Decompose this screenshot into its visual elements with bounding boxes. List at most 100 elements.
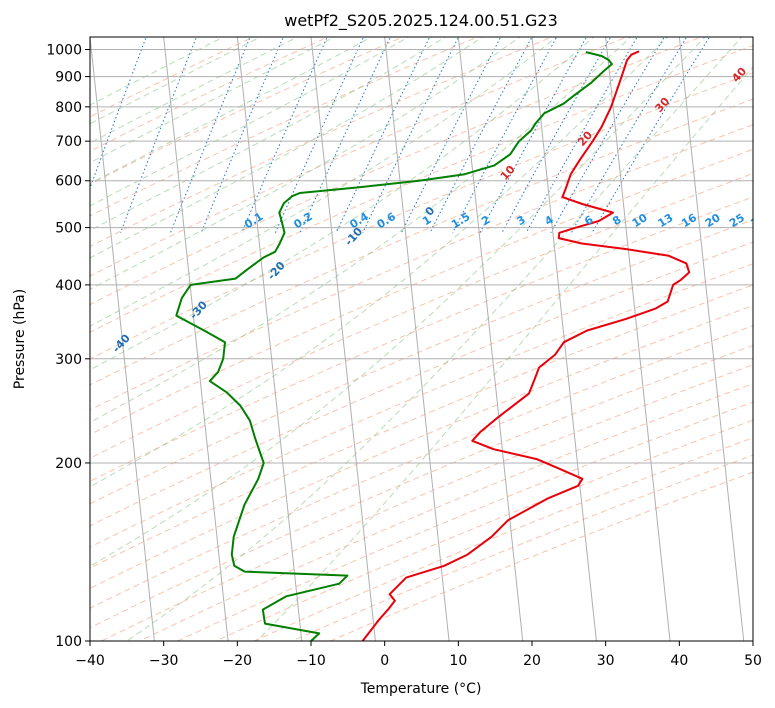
temperature-profile-line: [361, 50, 691, 641]
moist-adiabat-line: [90, 37, 336, 164]
plot-area: -100-90-80-70-60-50-40-30-20-10010203040…: [32, 37, 768, 641]
x-tick-label: −10: [296, 653, 326, 669]
moist-adiabat-line: [90, 37, 484, 259]
mixing-ratio-label: 30: [748, 211, 768, 230]
y-tick-label: 800: [55, 100, 82, 116]
moist-adiabat-line: [256, 66, 753, 641]
x-tick-label: 50: [744, 653, 762, 669]
x-axis-ticks: −40 −30 −20 −10 0 10 20 30 40 50: [75, 641, 762, 669]
isotherm-label: -20: [265, 259, 288, 283]
mixing-ratio-line: [169, 37, 251, 233]
dry-adiabat-line: [90, 37, 703, 306]
dewpoint-profile-line: [175, 51, 613, 641]
x-tick-label: −20: [223, 653, 253, 669]
x-axis-title: Temperature (°C): [360, 681, 482, 697]
mixing-ratio-line: [501, 37, 612, 234]
y-tick-label: 500: [55, 221, 82, 237]
x-tick-label: 20: [523, 653, 541, 669]
moist-adiabat-line: [90, 37, 558, 327]
mixing-ratio-label: 2: [479, 213, 492, 228]
mixing-ratio-line: [591, 37, 711, 234]
dry-adiabat-line: [176, 401, 753, 641]
isotherm-label: 20: [575, 128, 595, 148]
mixing-ratio-line: [90, 37, 147, 190]
mixing-ratio-line: [429, 37, 533, 234]
y-tick-label: 900: [55, 70, 82, 86]
mixing-ratio-label: 8: [610, 213, 623, 228]
y-tick-label: 700: [55, 134, 82, 150]
dry-adiabat-line: [100, 364, 753, 641]
isotherm-line: [531, 37, 597, 641]
dry-adiabat-line: [138, 383, 753, 641]
isotherm-line: [310, 37, 376, 641]
isotherm-label: -50: [32, 372, 55, 396]
dry-adiabat-line: [90, 284, 753, 569]
isotherm-line: [163, 37, 229, 641]
dry-adiabat-line: [90, 344, 753, 629]
mixing-ratio-line: [241, 37, 328, 233]
isotherm-grid: [90, 37, 753, 641]
isotherm-line: [236, 37, 303, 641]
moist-adiabat-line: [90, 37, 706, 567]
mixing-ratio-line: [299, 37, 392, 234]
isotherm-line: [605, 37, 671, 641]
mixing-ratio-line: [452, 37, 558, 234]
mixing-ratio-line: [479, 37, 588, 234]
mixing-ratio-label: 0.2: [291, 210, 314, 231]
dry-adiabat-line: [214, 419, 753, 641]
isotherm-label: 40: [729, 65, 749, 85]
dry-adiabat-line: [90, 124, 753, 411]
x-tick-label: 0: [380, 653, 389, 669]
x-tick-label: 30: [597, 653, 615, 669]
plot-frame: [89, 36, 754, 642]
mixing-ratio-line: [335, 37, 431, 234]
dry-adiabat-line: [329, 471, 753, 641]
dry-adiabat-line: [90, 325, 753, 609]
sounding-series: [175, 50, 691, 641]
y-axis-title: Pressure (hPa): [12, 289, 28, 389]
y-tick-label: 400: [55, 278, 82, 294]
mixing-ratio-label: 3: [514, 213, 527, 228]
y-tick-label: 200: [55, 456, 82, 472]
dry-adiabat-line: [291, 454, 753, 641]
isotherm-label: -40: [110, 331, 133, 355]
x-tick-label: 10: [449, 653, 467, 669]
moist-adiabat-line: [90, 37, 521, 290]
y-tick-label: 100: [55, 634, 82, 650]
chart-title-group: wetPf2_S205.2025.124.00.51.G23: [284, 11, 558, 31]
y-tick-label: 300: [55, 352, 82, 368]
isotherm-line: [752, 37, 753, 42]
y-axis-ticks: 100 200 300 400 500 600 700 800 900 1000: [46, 43, 90, 650]
x-tick-label: −40: [75, 653, 105, 669]
moist-adiabat-line: [90, 37, 632, 424]
isotherm-line: [90, 37, 155, 641]
mixing-ratio-line: [550, 37, 665, 234]
isotherm-line: [457, 37, 524, 641]
moist-adiabat-line: [125, 37, 743, 641]
mixing-ratio-line: [274, 37, 365, 233]
x-tick-label: 40: [670, 653, 688, 669]
moist-adiabat-line: [90, 37, 299, 144]
mixing-ratio-label: 1.5: [449, 210, 472, 231]
dry-adiabat-line: [90, 98, 753, 386]
dry-adiabat-line: [90, 172, 753, 459]
dry-adiabat-line: [90, 148, 753, 436]
isobar-grid: [90, 49, 753, 641]
mixing-ratio-label: 0.1: [242, 210, 265, 231]
isotherm-label: 10: [498, 163, 518, 183]
x-tick-label: −30: [149, 653, 179, 669]
y-tick-label: 600: [55, 174, 82, 190]
isotherm-label: 30: [652, 95, 672, 115]
mixing-ratio-line: [525, 37, 638, 234]
mixing-ratio-line: [570, 37, 688, 234]
chart-title: wetPf2_S205.2025.124.00.51.G23: [284, 11, 558, 31]
dry-adiabat-line: [90, 305, 753, 589]
isotherm-line: [678, 37, 745, 641]
moist-adiabat-line: [90, 37, 410, 207]
y-tick-label: 1000: [46, 43, 82, 59]
isotherm-line: [384, 37, 450, 641]
moist-adiabat-line: [90, 37, 669, 488]
mixing-ratio-line: [200, 37, 284, 233]
